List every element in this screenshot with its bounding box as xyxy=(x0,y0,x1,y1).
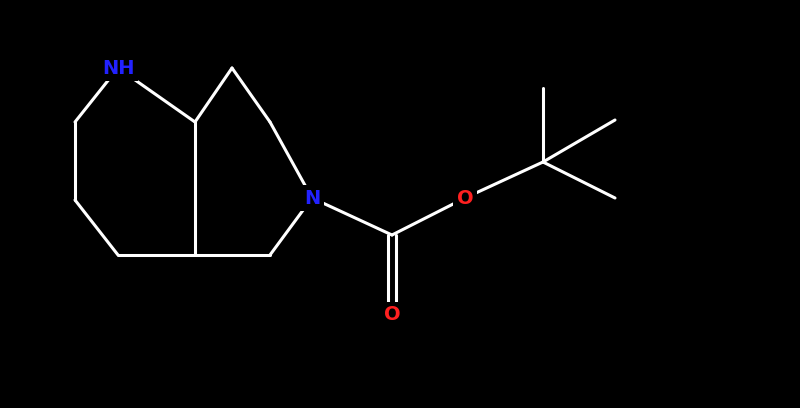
Text: O: O xyxy=(384,306,400,324)
Text: N: N xyxy=(304,188,320,208)
Text: NH: NH xyxy=(102,58,134,78)
Text: O: O xyxy=(457,188,474,208)
